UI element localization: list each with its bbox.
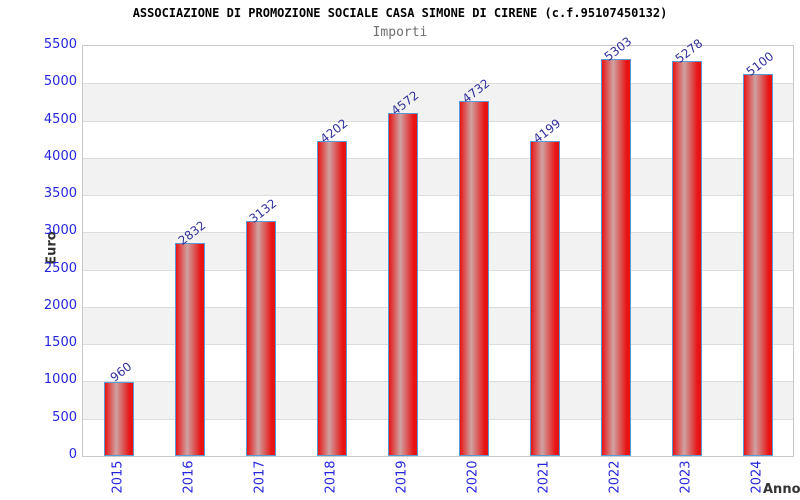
bar: [103, 382, 134, 456]
x-tick-label: 2022: [607, 460, 622, 494]
y-tick-label: 3000: [43, 223, 77, 239]
bar: [529, 140, 560, 456]
bar: [387, 113, 418, 456]
x-tick-label: 2023: [678, 460, 693, 494]
gridline: [83, 232, 793, 234]
y-tick-label: 5500: [43, 37, 77, 52]
gridline: [83, 195, 793, 197]
y-tick-label: 3500: [43, 186, 77, 202]
gridline: [83, 381, 793, 383]
x-tick-label: 2016: [181, 460, 196, 494]
gridline: [83, 120, 793, 122]
y-tick-label: 4000: [43, 148, 77, 164]
gridline: [83, 157, 793, 159]
x-tick-label: 2019: [394, 460, 409, 494]
y-tick-label: 1000: [43, 372, 77, 388]
x-tick-label: 2015: [110, 460, 125, 494]
x-tick-label: 2021: [536, 460, 551, 494]
gridline: [83, 344, 793, 346]
y-tick-label: 5000: [43, 74, 77, 90]
chart-subtitle: Importi: [372, 25, 428, 40]
gridline: [83, 418, 793, 420]
x-tick-label: 2017: [252, 460, 267, 494]
bar: [316, 140, 347, 456]
gridline: [83, 269, 793, 271]
y-tick-label: 2500: [43, 260, 77, 276]
gridline: [83, 83, 793, 85]
x-tick-label: 2024: [749, 460, 764, 494]
plot-area: 960 2832 3132 4202 4572 4732 4199 5303 5278 5100: [82, 34, 794, 457]
y-tick-label: 4500: [43, 111, 77, 127]
bar: [671, 60, 702, 456]
gridline: [83, 306, 793, 308]
x-axis-title: Anno: [763, 482, 800, 497]
chart-title: ASSOCIAZIONE DI PROMOZIONE SOCIALE CASA …: [132, 6, 668, 20]
y-tick-label: 500: [52, 409, 77, 425]
y-tick-label: 0: [68, 447, 77, 462]
bar: [458, 101, 489, 456]
x-tick-label: 2018: [323, 460, 338, 494]
bar: [245, 220, 276, 456]
y-tick-label: 1500: [43, 335, 77, 351]
bar: [174, 242, 205, 456]
bar: [600, 58, 631, 456]
x-tick-label: 2020: [465, 460, 480, 494]
y-tick-label: 2000: [43, 297, 77, 313]
bar: [742, 73, 773, 456]
